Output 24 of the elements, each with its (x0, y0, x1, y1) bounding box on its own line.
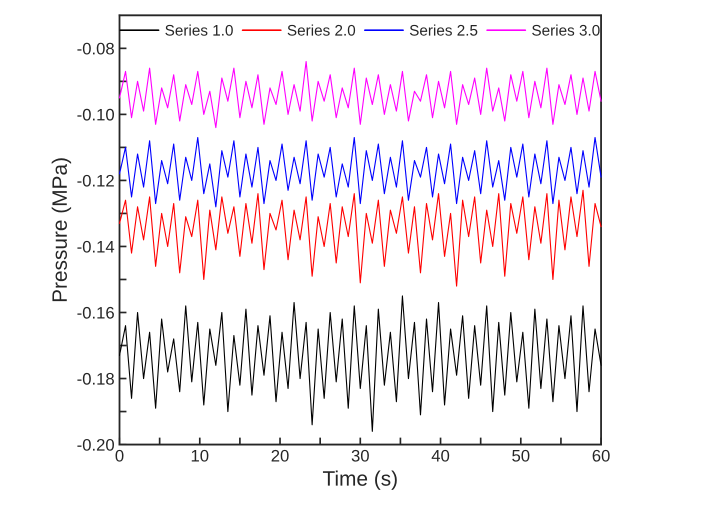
line-series (118, 190, 602, 287)
x-axis-title: Time (s) (322, 470, 397, 490)
y-tick-label: -0.18 (77, 372, 114, 385)
x-tick-label: 50 (512, 450, 530, 462)
line-series (118, 295, 602, 432)
x-tick-label: 40 (432, 450, 450, 462)
y-tick-label: -0.08 (77, 42, 114, 55)
x-tick-label: 20 (272, 450, 289, 462)
legend-label: Series 2.5 (410, 24, 478, 36)
y-tick-label: -0.12 (77, 174, 114, 187)
x-tick-label: 10 (192, 450, 208, 462)
y-tick-label: -0.14 (77, 240, 114, 253)
y-tick-label: -0.20 (77, 438, 114, 451)
line-series (118, 61, 602, 128)
y-tick-label: -0.10 (77, 108, 114, 121)
line-series (118, 136, 602, 208)
x-tick-label: 30 (352, 450, 369, 462)
x-tick-label: 60 (592, 450, 610, 462)
legend-label: Series 3.0 (532, 24, 600, 36)
legend-label: Series 1.0 (165, 24, 233, 36)
legend-label: Series 2.0 (288, 24, 356, 36)
y-axis-title: Pressure (MPa) (52, 158, 72, 302)
y-tick-label: -0.16 (77, 306, 114, 319)
x-tick-label: 0 (116, 450, 124, 462)
